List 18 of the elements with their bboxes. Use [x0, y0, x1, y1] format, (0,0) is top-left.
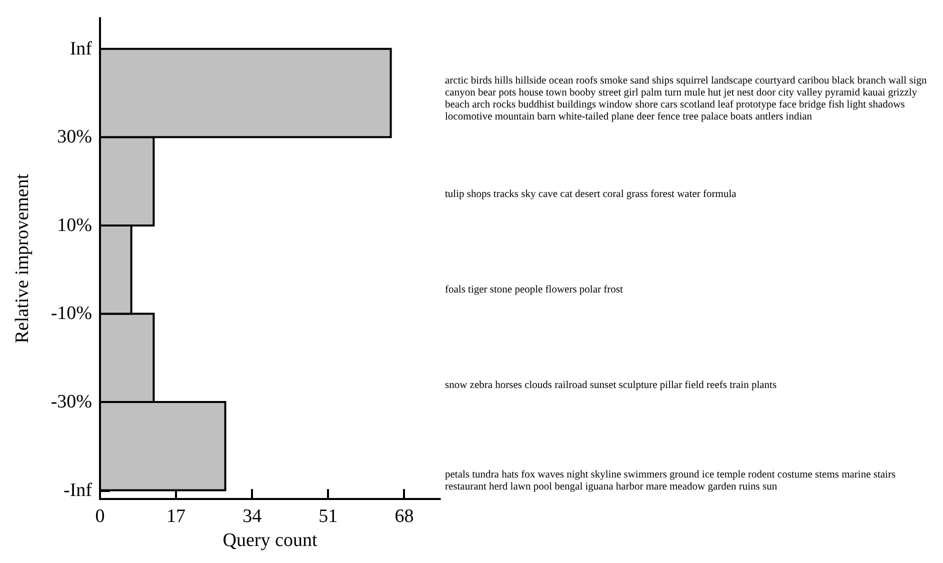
text: snow zebra horses clouds railroad sunset sculpture pillar field reefs train plants [445, 380, 777, 391]
text: arctic birds hills hillside ocean roofs smoke sand ships squirrel landscape courtyard caribou black branch wall sign canyon bear pots house town booby street girl palm turn mule hut jet nest door city valley pyramid kauai grizzly beach arch rocks buddhist buildings window shore cars scotland leaf prototype face bridge fish light shadows locomotive mountain barn white-tailed plane deer fence tree palace boats antlers indian [445, 76, 930, 123]
y-tick-label: -10% [50, 303, 92, 324]
x-tick-label: 51 [318, 506, 338, 528]
text: petals tundra hats fox waves night skyline swimmers ground ice temple rodent costume stems marine stairs restaurant herd lawn pool bengal iguana harbor mare meadow garden ruins sun [445, 469, 898, 492]
y-tick-label: -30% [50, 391, 92, 412]
y-tick-label: 10% [57, 214, 92, 236]
y-tick-label: Inf [70, 38, 93, 60]
y-axis-title: Relative improvement [12, 173, 33, 344]
y-tick-label: -Inf [64, 480, 93, 501]
x-tick-label: 17 [166, 506, 186, 528]
y-tick-label: 30% [57, 126, 92, 148]
x-tick-label: 68 [394, 506, 414, 528]
x-tick-label: 0 [95, 506, 105, 528]
x-axis-title: Query count [222, 530, 318, 551]
text: foals tiger stone people flowers polar frost [445, 284, 623, 296]
text: tulip shops tracks sky cave cat desert coral grass forest water formula [445, 189, 737, 200]
x-tick-label: 34 [242, 506, 262, 528]
